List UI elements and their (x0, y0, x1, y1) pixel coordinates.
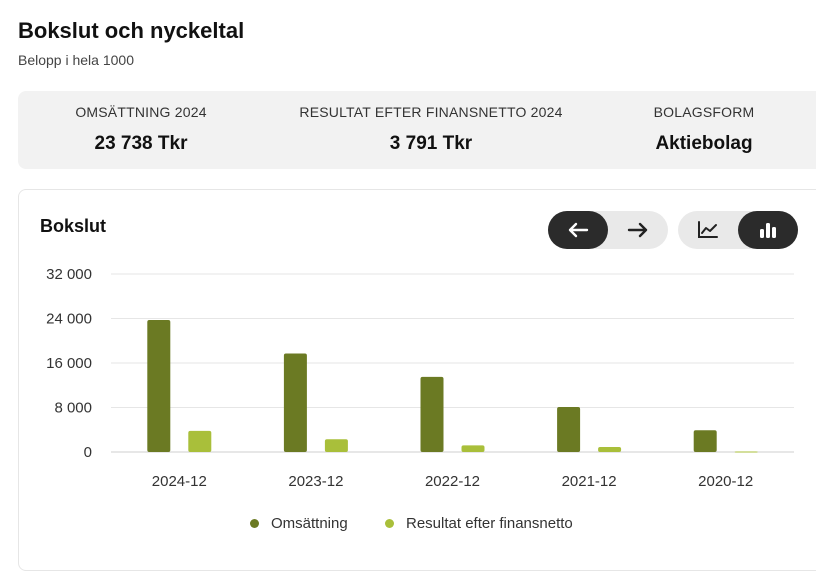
page-title: Bokslut och nyckeltal (18, 18, 245, 43)
x-tick-label: 2022-12 (425, 473, 480, 490)
arrow-right-icon (627, 222, 648, 238)
bar (598, 446, 622, 452)
kpi-value-revenue: 23 738 Tkr (94, 133, 188, 154)
bar (188, 430, 212, 452)
y-tick-label: 32 000 (46, 266, 92, 283)
card-title: Bokslut (40, 216, 107, 236)
legend-item-resultat: Resultat efter finansnetto (385, 515, 573, 532)
kpi-label-revenue: OMSÄTTNING 2024 (75, 104, 207, 120)
period-nav (548, 211, 668, 249)
x-tick-label: 2020-12 (698, 473, 753, 490)
kpi-label-result: RESULTAT EFTER FINANSNETTO 2024 (299, 104, 563, 120)
bar-chart-icon (760, 223, 776, 238)
bar (734, 451, 758, 453)
legend-marker (250, 519, 259, 528)
y-tick-label: 0 (84, 444, 92, 461)
page-subtitle: Belopp i hela 1000 (18, 52, 134, 68)
x-tick-label: 2023-12 (288, 473, 343, 490)
kpi-value-result: 3 791 Tkr (389, 133, 473, 154)
line-chart-icon (698, 221, 718, 238)
line-chart-button[interactable] (678, 211, 738, 249)
bar (557, 406, 581, 452)
bar (147, 319, 171, 452)
bar (461, 445, 485, 452)
y-tick-label: 16 000 (46, 355, 92, 372)
x-tick-label: 2024-12 (152, 473, 207, 490)
previous-button[interactable] (548, 211, 608, 249)
y-tick-label: 8 000 (54, 400, 92, 417)
arrow-left-icon (568, 222, 589, 238)
bar (283, 353, 307, 452)
y-tick-label: 24 000 (46, 311, 92, 328)
legend-item-omsattning: Omsättning (250, 515, 348, 532)
financials-card: Bokslut 32 000 24 000 16 0 (18, 189, 816, 571)
chart-type-toggle (678, 211, 798, 249)
legend-label: Omsättning (271, 515, 348, 532)
kpi-summary: OMSÄTTNING 2024 23 738 Tkr RESULTAT EFTE… (18, 91, 816, 169)
legend-label: Resultat efter finansnetto (406, 515, 573, 532)
x-tick-label: 2021-12 (562, 473, 617, 490)
kpi-label-company-form: BOLAGSFORM (653, 104, 755, 120)
kpi-value-company-form: Aktiebolag (655, 133, 753, 154)
next-button[interactable] (608, 211, 668, 249)
financials-bar-chart: 32 000 24 000 16 000 8 000 0 2024-12 2023-12 20… (46, 266, 794, 490)
bar (420, 376, 444, 452)
bar-chart-button[interactable] (738, 211, 798, 249)
bar (324, 439, 348, 452)
legend-marker (385, 519, 394, 528)
bar (693, 430, 717, 452)
